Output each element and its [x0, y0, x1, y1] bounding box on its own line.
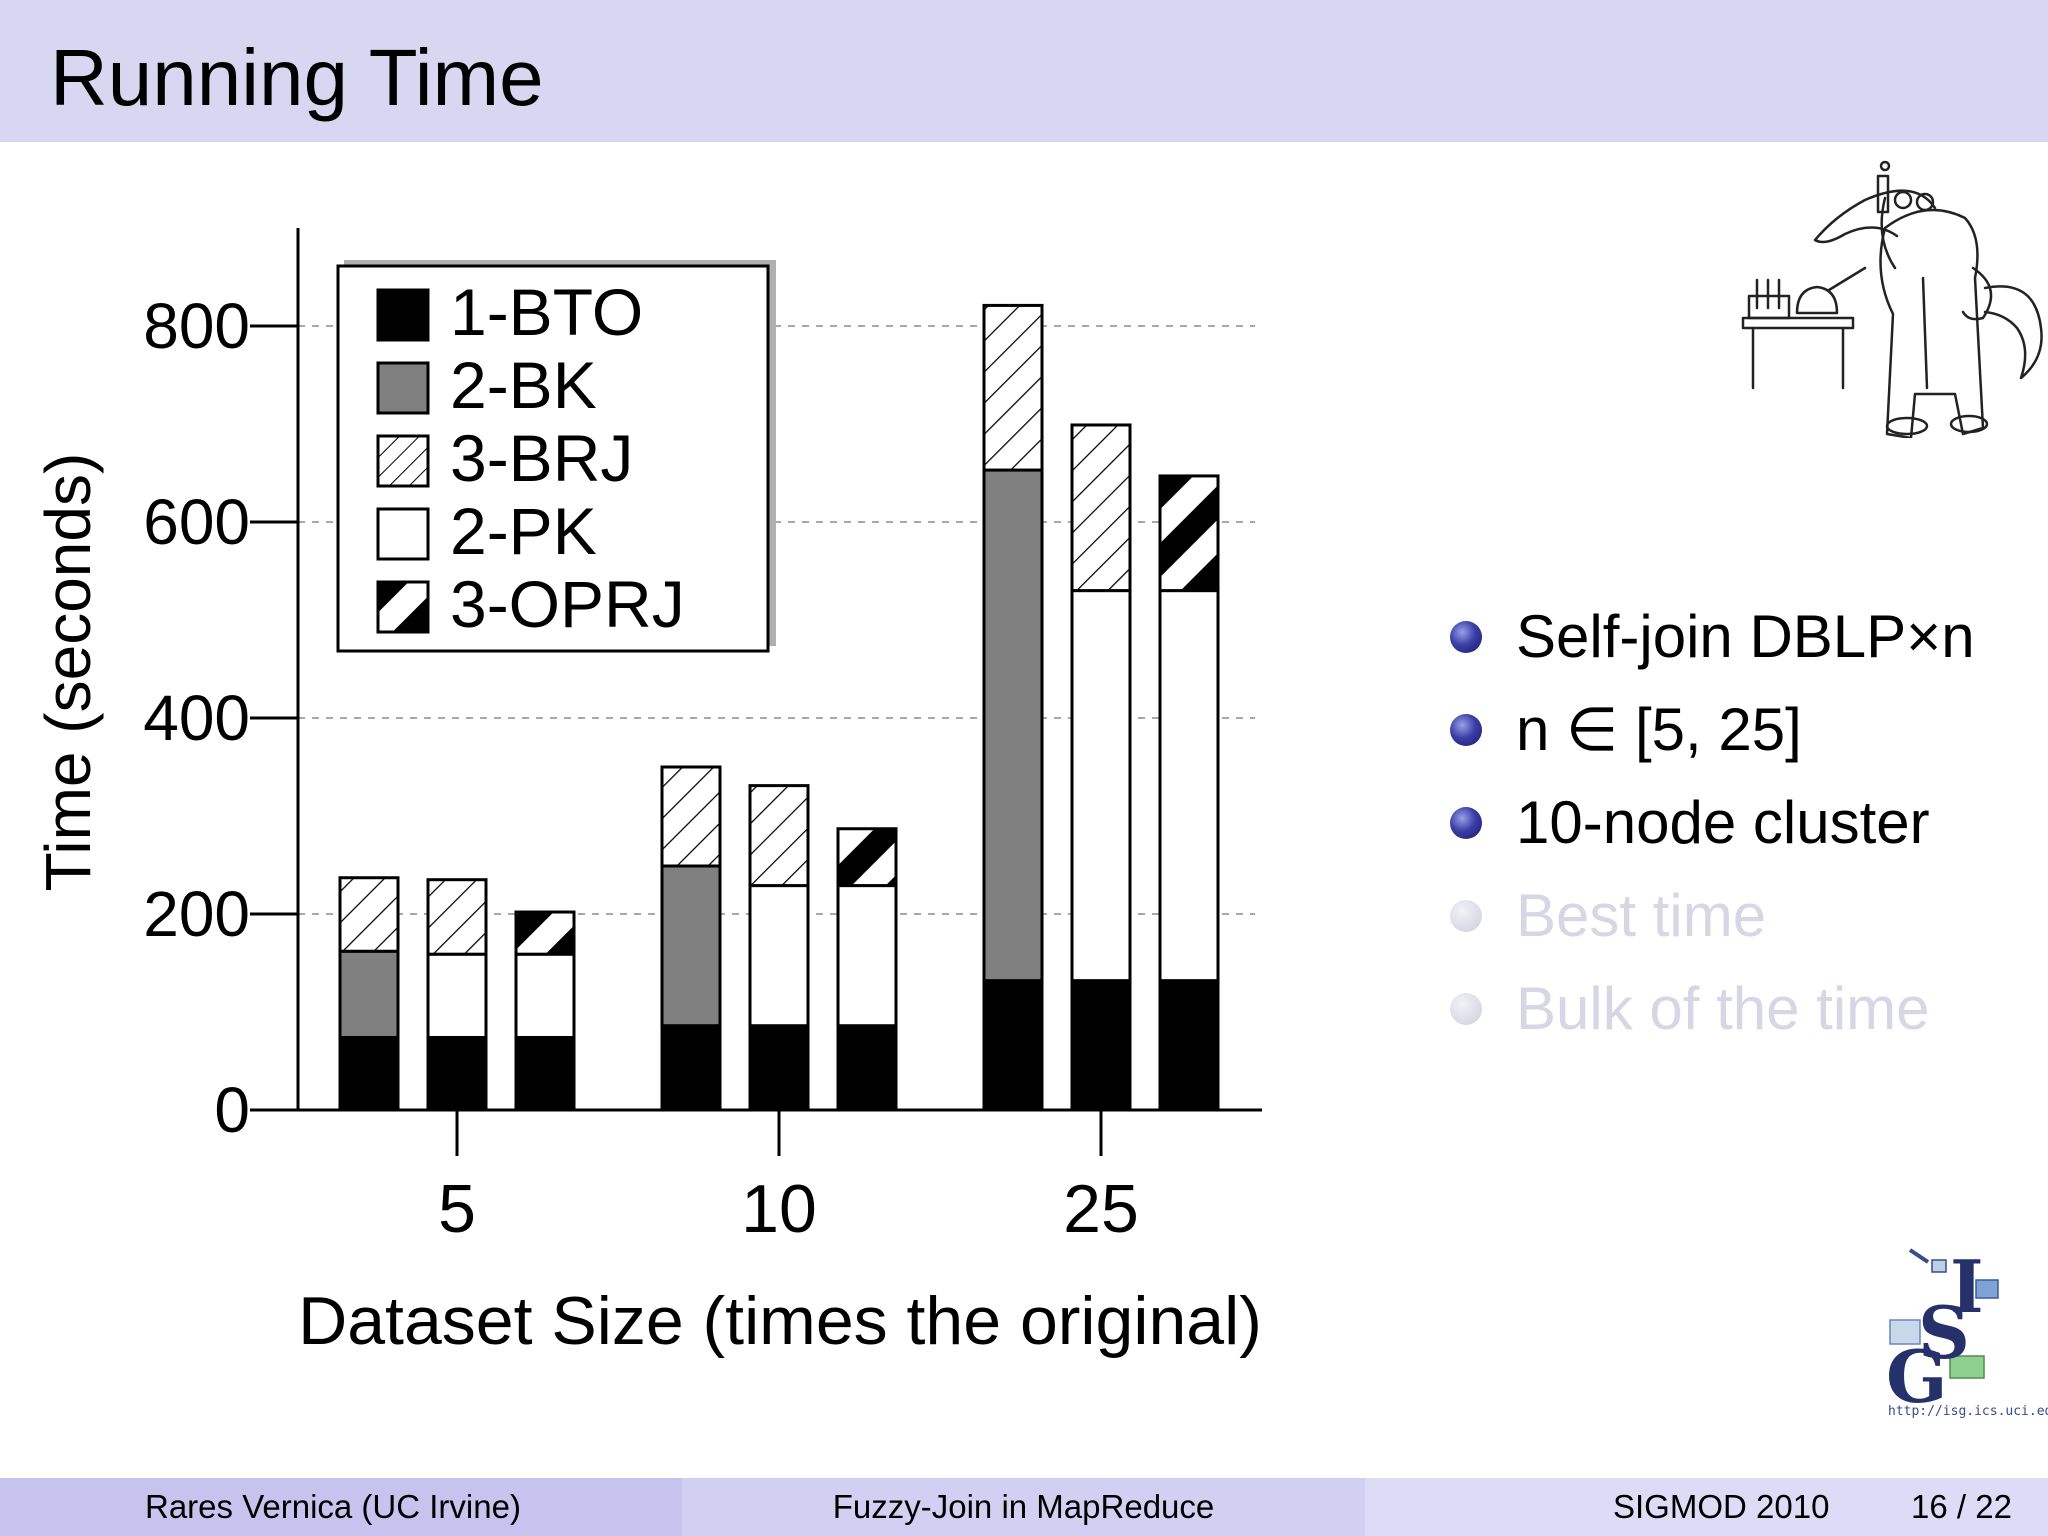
y-tick-label-200: 200: [143, 878, 250, 950]
y-tick-label-400: 400: [143, 682, 250, 754]
bullet-dot-icon: [1450, 621, 1482, 653]
bullet-item-self-join: Self-join DBLP×n: [1448, 590, 2038, 683]
footer-conference: SIGMOD 2010: [1613, 1488, 1830, 1525]
bar-segment-25-1-1-bto: [982, 979, 1044, 1112]
bullet-item-bulk-time: Bulk of the time: [1448, 962, 2038, 1055]
bar-segment-10-2-1-bto: [748, 1024, 810, 1112]
footer-right: SIGMOD 2010 16 / 22: [1365, 1478, 2048, 1536]
x-axis-label: Dataset Size (times the original): [298, 1283, 1262, 1359]
bar-segment-5-2-1-bto: [426, 1035, 488, 1112]
legend-label-3-oprj: 3-OPRJ: [450, 567, 685, 641]
bar-segment-5-2-3-brj: [426, 878, 488, 956]
bullet-item-n-range: n ∈ [5, 25]: [1448, 683, 2038, 776]
y-tick-label-800: 800: [143, 290, 250, 362]
svg-text:I: I: [1950, 1244, 1984, 1329]
logo-url: http://isg.ics.uci.edu: [1888, 1404, 2048, 1419]
bullet-dot-icon: [1450, 714, 1482, 746]
y-axis-label: Time (seconds): [32, 453, 104, 892]
bar-segment-10-1-3-brj: [660, 765, 722, 868]
bar-segment-5-3-1-bto: [514, 1035, 576, 1112]
footer-author: Rares Vernica (UC Irvine): [145, 1488, 521, 1525]
running-time-chart: 0 200 400 600 800 5 10 25 Dataset Size (times th…: [0, 142, 1320, 1372]
bullet-text: Self-join DBLP×n: [1516, 603, 1975, 670]
x-tick-label-10: 10: [741, 1171, 817, 1247]
anteater-scientist-icon: [1741, 160, 2043, 438]
bar-segment-25-2-2-pk: [1070, 589, 1132, 983]
footer-left: Rares Vernica (UC Irvine): [0, 1478, 682, 1536]
bar-segment-5-1-3-brj: [338, 876, 400, 953]
bar-segment-10-1-2-bk: [660, 864, 722, 1028]
bullet-dot-icon: [1450, 807, 1482, 839]
svg-text:S: S: [1918, 1290, 1970, 1375]
bar-segment-25-2-1-bto: [1070, 979, 1132, 1112]
bar-segment-5-3-3-oprj: [514, 910, 576, 956]
chart-svg: 0 200 400 600 800 5 10 25 Dataset Size (times th…: [32, 228, 1262, 1359]
bullet-dot-icon: [1450, 900, 1482, 932]
bar-segment-10-3-1-bto: [836, 1024, 898, 1112]
bar-segment-5-2-2-pk: [426, 952, 488, 1039]
bar-segment-25-1-3-brj: [982, 303, 1044, 472]
bar-segment-10-3-2-pk: [836, 884, 898, 1028]
legend-swatch-1-bto: [376, 288, 430, 342]
bullet-dot-icon: [1450, 993, 1482, 1025]
isg-logo-icon: I S G: [1886, 1244, 1999, 1410]
bar-segment-10-1-1-bto: [660, 1024, 722, 1112]
bar-segment-5-1-2-bk: [338, 949, 400, 1039]
bar-segment-25-1-2-bk: [982, 468, 1044, 983]
bullet-list: Self-join DBLP×n n ∈ [5, 25] 10-node clu…: [1448, 590, 2038, 1055]
x-tick-label-5: 5: [438, 1171, 476, 1247]
bullet-text: Best time: [1516, 882, 1767, 949]
x-tick-label-25: 25: [1063, 1171, 1139, 1247]
bar-segment-5-1-1-bto: [338, 1035, 400, 1112]
legend-label-3-brj: 3-BRJ: [450, 421, 633, 495]
bullet-text: n ∈ [5, 25]: [1516, 696, 1802, 763]
bar-segment-10-2-3-brj: [748, 784, 810, 888]
slide-title: Running Time: [50, 33, 544, 122]
footer-talk-title: Fuzzy-Join in MapReduce: [832, 1488, 1215, 1525]
legend-label-2-pk: 2-PK: [450, 494, 597, 568]
legend-swatch-3-oprj: [376, 580, 430, 634]
bar-segment-25-3-1-bto: [1158, 979, 1220, 1112]
y-tick-label-0: 0: [214, 1074, 250, 1146]
bullet-text: Bulk of the time: [1516, 975, 1930, 1042]
bar-segment-10-3-3-oprj: [836, 827, 898, 888]
bar-segment-25-3-2-pk: [1158, 589, 1220, 983]
legend-label-2-bk: 2-BK: [450, 348, 597, 422]
bullet-item-cluster: 10-node cluster: [1448, 776, 2038, 869]
y-tick-label-600: 600: [143, 486, 250, 558]
bar-segment-10-2-2-pk: [748, 884, 810, 1028]
legend-swatch-2-pk: [376, 507, 430, 561]
bar-segment-25-3-3-oprj: [1158, 474, 1220, 593]
legend-swatch-3-brj: [376, 434, 430, 488]
footer-page-number: 16 / 22: [1911, 1488, 2012, 1525]
bar-segment-25-2-3-brj: [1070, 423, 1132, 593]
footer-center: Fuzzy-Join in MapReduce: [682, 1478, 1365, 1536]
svg-text:G: G: [1886, 1334, 1948, 1410]
legend-label-1-bto: 1-BTO: [450, 275, 643, 349]
bar-segment-5-3-2-pk: [514, 952, 576, 1039]
legend-swatch-2-bk: [376, 361, 430, 415]
bullet-text: 10-node cluster: [1516, 789, 1930, 856]
bullet-item-best-time: Best time: [1448, 869, 2038, 962]
slide-header: Running Time: [0, 0, 2048, 142]
slide-footer: Rares Vernica (UC Irvine) Fuzzy-Join in …: [0, 1478, 2048, 1536]
